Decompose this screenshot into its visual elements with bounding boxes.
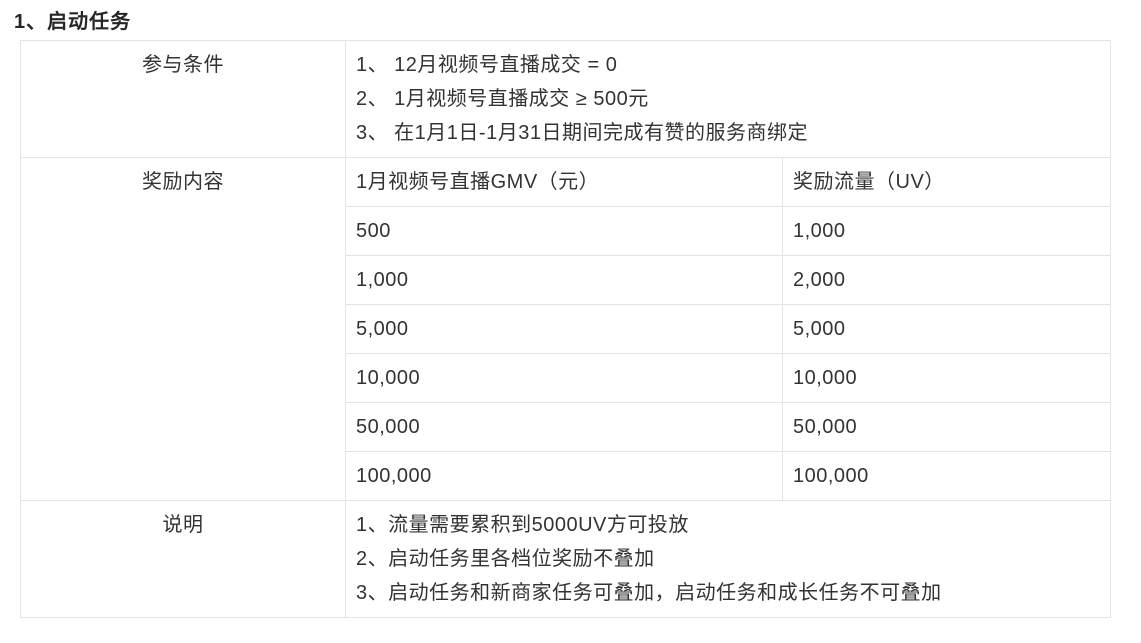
reward-tier-row: 1,000 2,000 (21, 255, 1111, 305)
notes-label: 说明 (20, 500, 346, 618)
notes-row: 说明 1、流量需要累积到5000UV方可投放 2、启动任务里各档位奖励不叠加 3… (20, 500, 1111, 618)
participation-row: 参与条件 1、 12月视频号直播成交 = 0 2、 1月视频号直播成交 ≥ 50… (20, 40, 1111, 158)
gmv-value-cell: 5,000 (345, 304, 783, 354)
rewards-header-row: 奖励内容 1月视频号直播GMV（元） 奖励流量（UV） (20, 157, 1111, 501)
launch-task-table: 参与条件 1、 12月视频号直播成交 = 0 2、 1月视频号直播成交 ≥ 50… (20, 40, 1111, 618)
uv-value-cell: 5,000 (782, 304, 1111, 354)
note-line: 2、启动任务里各档位奖励不叠加 (356, 548, 655, 570)
gmv-value-cell: 500 (345, 206, 783, 256)
note-line: 1、流量需要累积到5000UV方可投放 (356, 514, 689, 536)
uv-value-cell: 100,000 (782, 451, 1111, 501)
reward-tier-row: 50,000 50,000 (21, 402, 1111, 452)
gmv-value-cell: 100,000 (345, 451, 783, 501)
reward-tier-row: 500 1,000 (21, 206, 1111, 256)
participation-line: 3、 在1月1日-1月31日期间完成有赞的服务商绑定 (356, 122, 808, 144)
page: 1、启动任务 参与条件 1、 12月视频号直播成交 = 0 2、 1月视频号直播… (14, 11, 1111, 618)
rewards-label: 奖励内容 (20, 157, 346, 501)
uv-value-cell: 1,000 (782, 206, 1111, 256)
reward-tier-row: 10,000 10,000 (21, 353, 1111, 403)
participation-label: 参与条件 (20, 40, 346, 158)
reward-tier-row: 100,000 100,000 (21, 451, 1111, 501)
notes-content-cell: 1、流量需要累积到5000UV方可投放 2、启动任务里各档位奖励不叠加 3、启动… (345, 500, 1111, 618)
uv-value-cell: 50,000 (782, 402, 1111, 452)
uv-value-cell: 10,000 (782, 353, 1111, 403)
gmv-value-cell: 50,000 (345, 402, 783, 452)
gmv-value-cell: 1,000 (345, 255, 783, 305)
participation-line: 1、 12月视频号直播成交 = 0 (356, 54, 618, 76)
gmv-value-cell: 10,000 (345, 353, 783, 403)
reward-tier-row: 5,000 5,000 (21, 304, 1111, 354)
rewards-gmv-column-header: 1月视频号直播GMV（元） (345, 157, 783, 207)
participation-line: 2、 1月视频号直播成交 ≥ 500元 (356, 88, 649, 110)
note-line: 3、启动任务和新商家任务可叠加，启动任务和成长任务不可叠加 (356, 582, 942, 604)
participation-content-cell: 1、 12月视频号直播成交 = 0 2、 1月视频号直播成交 ≥ 500元 3、… (345, 40, 1111, 158)
rewards-uv-column-header: 奖励流量（UV） (782, 157, 1111, 207)
uv-value-cell: 2,000 (782, 255, 1111, 305)
page-title: 1、启动任务 (14, 11, 132, 33)
